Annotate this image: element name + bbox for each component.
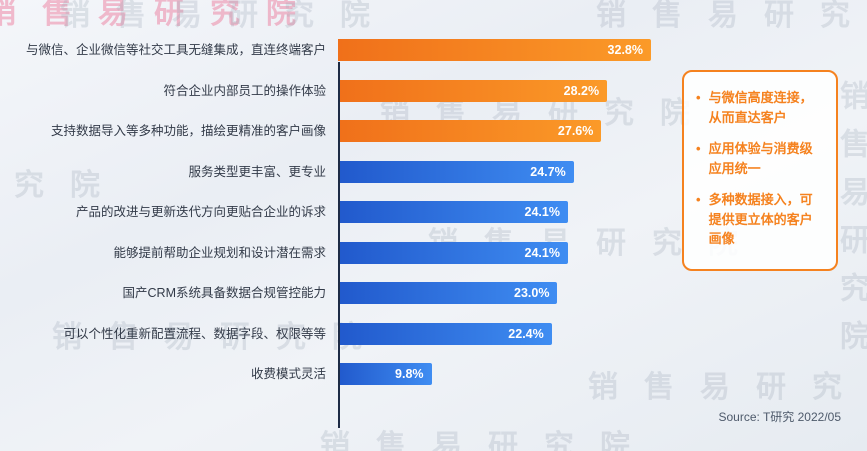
bar-track: 9.8%	[338, 354, 672, 395]
bar-value-label: 28.2%	[563, 83, 600, 98]
callout-item: • 多种数据接入，可提供更立体的客户画像	[696, 190, 824, 249]
bar-row: 支持数据导入等多种功能，描绘更精准的客户画像 27.6%	[0, 111, 672, 152]
bar-value-label: 27.6%	[557, 124, 594, 139]
bar-label: 产品的改进与更新迭代方向更贴合企业的诉求	[75, 205, 326, 220]
callout-item-text: 多种数据接入，可提供更立体的客户画像	[708, 192, 813, 246]
callout-item: • 应用体验与消费级应用统一	[696, 139, 824, 178]
bar-chart: 与微信、企业微信等社交工具无缝集成，直连终端客户 32.8% 符合企业内部员工的…	[0, 30, 672, 428]
bar-row: 国产CRM系统具备数据合规管控能力 23.0%	[0, 273, 672, 314]
bar-track: 28.2%	[338, 71, 672, 112]
bullet-icon: •	[696, 192, 701, 207]
bar-label: 符合企业内部员工的操作体验	[163, 83, 326, 98]
bar: 24.1%	[338, 201, 568, 224]
bar-value-label: 23.0%	[514, 286, 550, 301]
bar-row: 服务类型更丰富、更专业 24.7%	[0, 152, 672, 193]
bar-value-label: 24.7%	[530, 164, 566, 179]
bar-row: 可以个性化重新配置流程、数据字段、权限等等 22.4%	[0, 314, 672, 355]
bar-row: 产品的改进与更新迭代方向更贴合企业的诉求 24.1%	[0, 192, 672, 233]
bar: 23.0%	[338, 282, 558, 305]
bar-value-label: 9.8%	[395, 367, 424, 382]
watermark-text: 销售易研究院	[60, 0, 396, 32]
callout-item-text: 应用体验与消费级应用统一	[708, 141, 813, 176]
bar-label: 能够提前帮助企业规划和设计潜在需求	[113, 245, 326, 260]
bar-row: 收费模式灵活 9.8%	[0, 354, 672, 395]
watermark-text: 销售易研究院	[596, 0, 867, 32]
bar-value-label: 24.1%	[524, 245, 560, 260]
bar-track: 24.1%	[338, 233, 672, 274]
bar: 32.8%	[338, 39, 651, 62]
bar-track: 27.6%	[338, 111, 672, 152]
bar-row: 能够提前帮助企业规划和设计潜在需求 24.1%	[0, 233, 672, 274]
bar: 28.2%	[338, 79, 608, 102]
bar-value-label: 32.8%	[607, 43, 643, 58]
bar: 24.1%	[338, 241, 568, 264]
source-note: Source: T研究 2022/05	[718, 410, 841, 424]
chart-rows: 与微信、企业微信等社交工具无缝集成，直连终端客户 32.8% 符合企业内部员工的…	[0, 30, 672, 395]
bar-row: 与微信、企业微信等社交工具无缝集成，直连终端客户 32.8%	[0, 30, 672, 71]
callout-item: • 与微信高度连接，从而直达客户	[696, 88, 824, 127]
bar-track: 22.4%	[338, 314, 672, 355]
bar-label: 支持数据导入等多种功能，描绘更精准的客户画像	[50, 124, 326, 139]
bar-value-label: 24.1%	[524, 205, 560, 220]
chart-axis-line	[338, 62, 340, 428]
watermark-text: 销售易研究院	[0, 0, 322, 30]
bar-value-label: 22.4%	[508, 326, 544, 341]
bullet-icon: •	[696, 141, 701, 156]
bar-label: 收费模式灵活	[250, 367, 326, 382]
bar-label: 服务类型更丰富、更专业	[188, 164, 326, 179]
bar-label: 与微信、企业微信等社交工具无缝集成，直连终端客户	[25, 43, 326, 58]
watermark-text: 销售易研究院	[320, 430, 656, 451]
bar-track: 23.0%	[338, 273, 672, 314]
bar: 24.7%	[338, 160, 574, 183]
bullet-icon: •	[696, 90, 701, 105]
bar-row: 符合企业内部员工的操作体验 28.2%	[0, 71, 672, 112]
bar: 9.8%	[338, 363, 432, 386]
bar: 27.6%	[338, 120, 602, 143]
bar-track: 32.8%	[338, 30, 672, 71]
bar-label: 国产CRM系统具备数据合规管控能力	[122, 286, 326, 301]
callout-list: • 与微信高度连接，从而直达客户 • 应用体验与消费级应用统一 • 多种数据接入…	[696, 88, 824, 249]
bar-track: 24.7%	[338, 152, 672, 193]
callout-item-text: 与微信高度连接，从而直达客户	[708, 90, 813, 125]
bar: 22.4%	[338, 322, 552, 345]
bar-label: 可以个性化重新配置流程、数据字段、权限等等	[63, 326, 326, 341]
bar-track: 24.1%	[338, 192, 672, 233]
insights-callout: • 与微信高度连接，从而直达客户 • 应用体验与消费级应用统一 • 多种数据接入…	[682, 70, 838, 271]
